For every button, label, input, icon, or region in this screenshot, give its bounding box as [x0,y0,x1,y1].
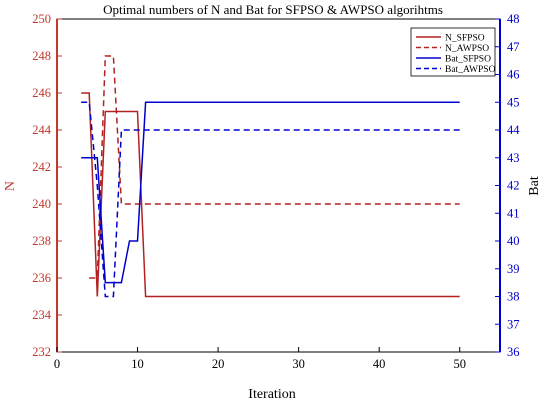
x-tick-label: 20 [212,357,225,371]
y-right-tick-label: 44 [507,123,520,137]
y-left-tick-label: 248 [32,49,51,63]
y-axis-left-label: N [3,181,18,191]
y-left-tick-label: 240 [32,197,51,211]
legend-label: Bat_AWPSO [445,65,496,75]
y-left-tick-label: 238 [32,234,51,248]
series-line-n-sfpso [81,92,460,298]
y-right-tick-label: 36 [507,345,520,359]
x-axis-label: Iteration [248,387,295,402]
legend-label: N_AWPSO [445,44,489,54]
y-left-tick-label: 244 [32,123,52,137]
y-right-tick-label: 48 [507,12,520,26]
series-layer [81,55,460,298]
y-left-tick-label: 232 [32,345,51,359]
legend-label: N_SFPSO [445,34,485,44]
x-tick-label: 40 [373,357,386,371]
series-line-bat-awpso [81,101,460,298]
y-left-tick-label: 246 [32,86,51,100]
y-right-tick-label: 39 [507,262,520,276]
y-left-tick-label: 234 [32,308,52,322]
x-tick-label: 10 [131,357,144,371]
ticks-layer: 0 10 20 30 40 50 232 234 236 238 240 242 244 246 248 25… [32,12,520,371]
series-line-bat-sfpso [81,101,460,284]
y-right-tick-label: 45 [507,95,520,109]
y-right-tick-label: 37 [507,317,520,331]
legend-label: Bat_SFPSO [445,55,491,65]
y-left-tick-label: 250 [32,12,51,26]
y-right-tick-label: 47 [507,40,520,54]
x-tick-label: 0 [54,357,60,371]
y-right-tick-label: 42 [507,179,520,193]
y-right-tick-label: 38 [507,290,520,304]
series-line-n-awpso [89,55,460,279]
chart-title: Optimal numbers of N and Bat for SFPSO &… [103,2,443,17]
x-tick-label: 30 [292,357,305,371]
y-right-tick-label: 43 [507,151,520,165]
y-right-tick-label: 40 [507,234,520,248]
y-right-tick-label: 41 [507,206,520,220]
y-left-tick-label: 242 [32,160,51,174]
x-tick-label: 50 [453,357,466,371]
y-left-tick-label: 236 [32,271,51,285]
legend-box [410,27,496,77]
y-axis-right-label: Bat [527,176,542,196]
y-right-tick-label: 46 [507,68,520,82]
